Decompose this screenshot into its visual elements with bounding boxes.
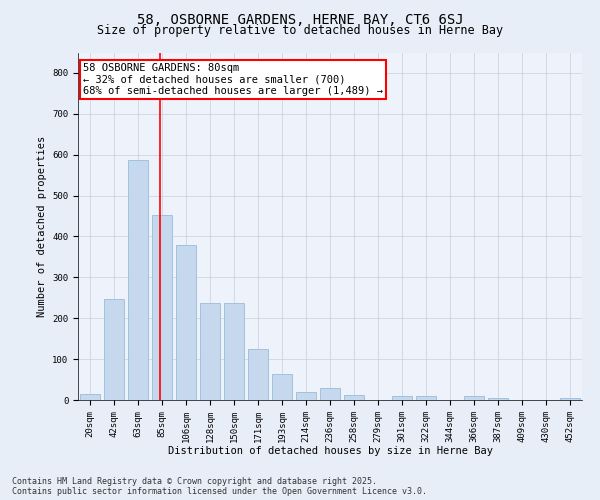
Text: 58 OSBORNE GARDENS: 80sqm
← 32% of detached houses are smaller (700)
68% of semi: 58 OSBORNE GARDENS: 80sqm ← 32% of detac… xyxy=(83,63,383,96)
Bar xyxy=(104,298,124,400)
Text: Size of property relative to detached houses in Herne Bay: Size of property relative to detached ho… xyxy=(97,24,503,37)
Bar xyxy=(200,302,220,400)
Bar xyxy=(248,349,268,400)
Bar xyxy=(80,394,100,400)
Bar xyxy=(344,394,364,400)
Bar xyxy=(320,388,340,400)
Y-axis label: Number of detached properties: Number of detached properties xyxy=(37,136,47,317)
Bar xyxy=(296,392,316,400)
Bar xyxy=(176,246,196,400)
Bar xyxy=(272,374,292,400)
X-axis label: Distribution of detached houses by size in Herne Bay: Distribution of detached houses by size … xyxy=(167,446,493,456)
Bar xyxy=(128,160,148,400)
Text: 58, OSBORNE GARDENS, HERNE BAY, CT6 6SJ: 58, OSBORNE GARDENS, HERNE BAY, CT6 6SJ xyxy=(137,12,463,26)
Bar xyxy=(464,396,484,400)
Bar xyxy=(224,302,244,400)
Bar xyxy=(416,396,436,400)
Bar xyxy=(488,398,508,400)
Text: Contains HM Land Registry data © Crown copyright and database right 2025.
Contai: Contains HM Land Registry data © Crown c… xyxy=(12,476,427,496)
Bar xyxy=(152,215,172,400)
Bar xyxy=(392,396,412,400)
Bar xyxy=(560,398,580,400)
